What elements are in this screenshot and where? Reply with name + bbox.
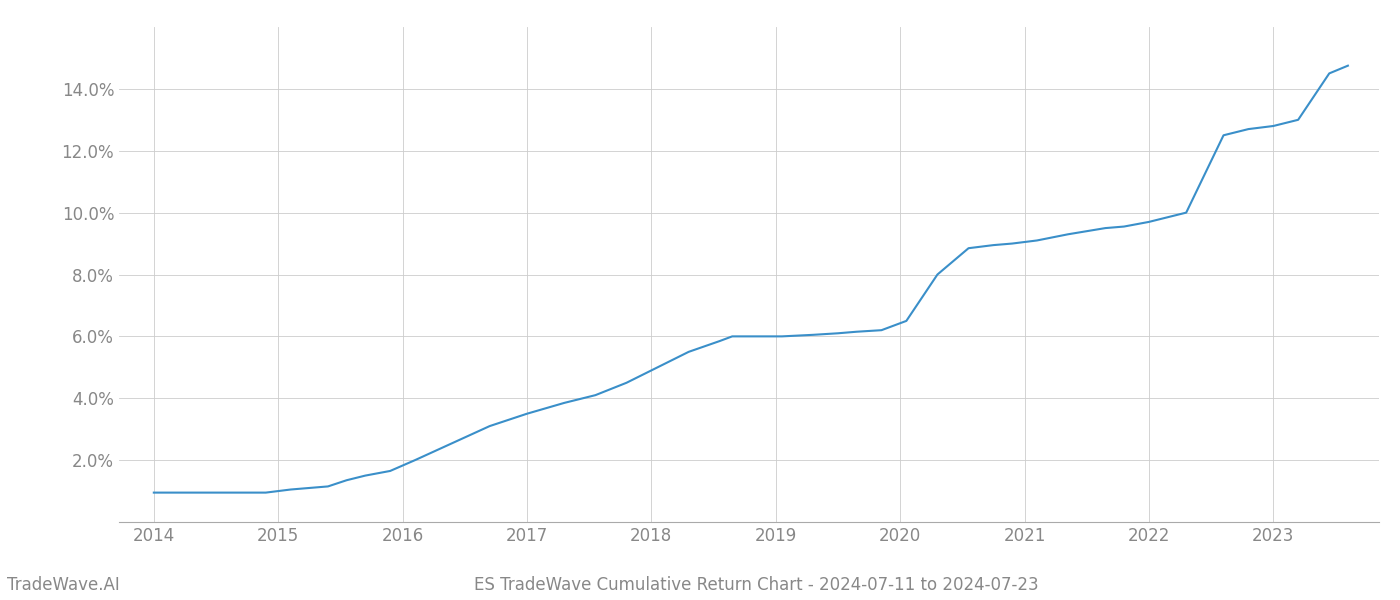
Text: ES TradeWave Cumulative Return Chart - 2024-07-11 to 2024-07-23: ES TradeWave Cumulative Return Chart - 2… <box>473 576 1039 594</box>
Text: TradeWave.AI: TradeWave.AI <box>7 576 120 594</box>
